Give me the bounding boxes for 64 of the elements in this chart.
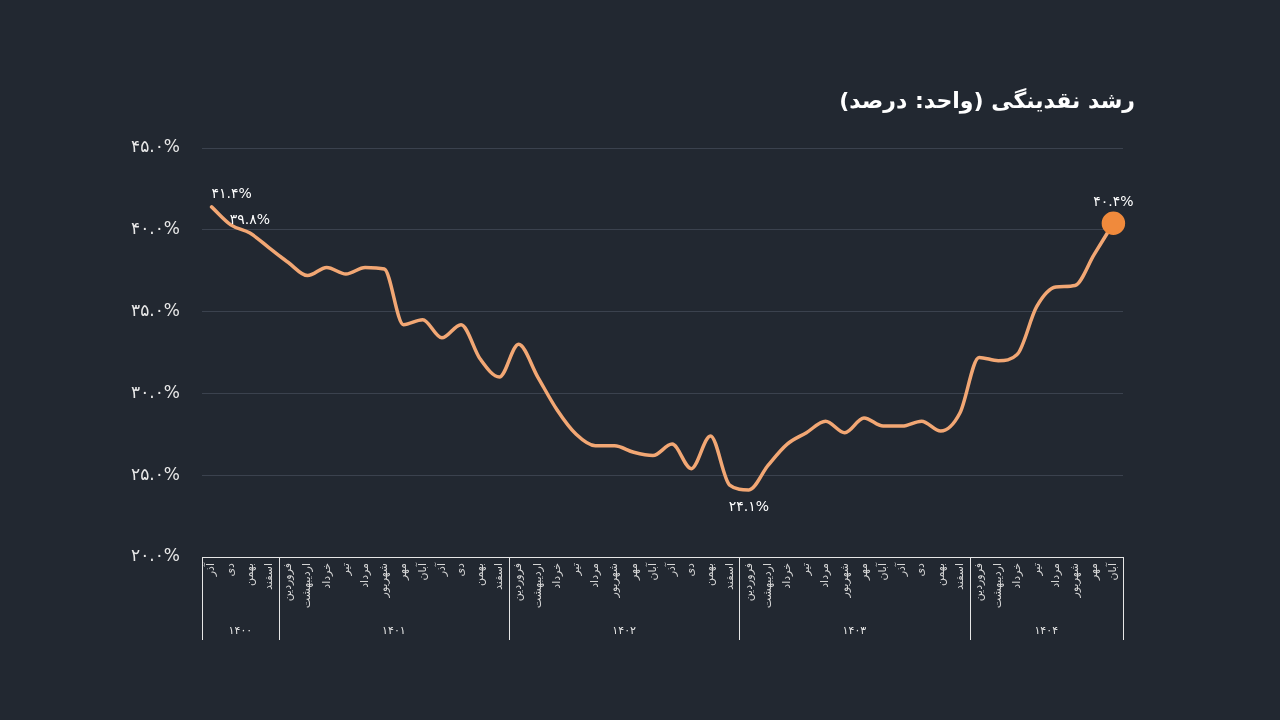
text: ۱۴۰۱ <box>382 623 406 637</box>
x-tick-label: شهریور <box>837 563 851 599</box>
y-tick-label: ۳۵.۰% <box>131 300 180 321</box>
x-tick-label: فروردین <box>741 563 755 602</box>
x-tick-label: اسفند <box>722 563 736 590</box>
x-tick-label: مرداد <box>588 562 602 588</box>
x-tick-label: مهر <box>626 562 640 582</box>
y-tick-label: ۳۰.۰% <box>131 381 180 402</box>
data-label: ۳۹.۸% <box>229 210 271 227</box>
x-tick-label: مهر <box>1087 562 1101 582</box>
x-tick-label: دی <box>684 562 698 577</box>
x-tick-label: مهر <box>396 562 410 582</box>
data-label: ۴۱.۴% <box>211 184 252 201</box>
data-label: ۴۰.۴% <box>1093 192 1134 209</box>
y-tick-label: ۴۵.۰% <box>131 136 180 157</box>
x-tick-label: دی <box>223 562 237 577</box>
x-tick-label: شهریور <box>607 563 621 599</box>
y-tick-label: ۲۰.۰% <box>131 545 180 566</box>
x-tick-label: مرداد <box>357 562 371 588</box>
x-tick-label: شهریور <box>377 563 391 599</box>
x-tick-label: مرداد <box>1048 562 1062 588</box>
x-tick-label: اردیبهشت <box>991 563 1005 609</box>
x-tick-label: خرداد <box>549 563 563 589</box>
chart-title: رشد نقدینگی (واحد: درصد) <box>839 88 1135 113</box>
data-label: ۲۴.۱% <box>728 497 769 514</box>
x-tick-label: خرداد <box>780 563 794 589</box>
x-tick-label: خرداد <box>319 563 333 589</box>
x-tick-label: آبان <box>644 562 659 581</box>
x-tick-label: اردیبهشت <box>530 563 544 609</box>
text: ۱۴۰۰ <box>228 623 253 637</box>
x-tick-label: تیر <box>569 563 583 577</box>
x-tick-label: آبان <box>414 562 429 581</box>
x-tick-label: بهمن <box>242 563 256 586</box>
x-tick-label: آبان <box>875 562 890 581</box>
y-tick-label: ۲۵.۰% <box>131 463 180 484</box>
x-tick-label: اسفند <box>262 563 276 590</box>
x-tick-label: آذر <box>894 562 909 578</box>
x-tick-label: شهریور <box>1067 563 1081 599</box>
x-tick-label: فروردین <box>511 563 525 602</box>
x-tick-label: آذر <box>433 562 448 578</box>
x-tick-label: مرداد <box>818 562 832 588</box>
x-tick-label: فروردین <box>971 563 985 602</box>
text: ۱۴۰۴ <box>1034 623 1059 637</box>
x-tick-label: دی <box>453 562 467 577</box>
x-tick-label: اردیبهشت <box>300 563 314 609</box>
x-tick-label: آذر <box>663 562 678 578</box>
x-tick-label: تیر <box>799 563 813 577</box>
x-tick-label: تیر <box>1029 563 1043 577</box>
x-tick-label: اسفند <box>492 563 506 590</box>
x-tick-label: بهمن <box>473 563 487 586</box>
x-tick-label: اسفند <box>952 563 966 590</box>
x-tick-label: خرداد <box>1010 563 1024 589</box>
x-tick-label: تیر <box>338 563 352 577</box>
x-tick-label: بهمن <box>703 563 717 586</box>
x-tick-label: آذر <box>203 562 218 578</box>
x-tick-label: بهمن <box>933 563 947 586</box>
y-tick-label: ۴۰.۰% <box>131 218 180 239</box>
x-tick-label: فروردین <box>281 563 295 602</box>
text: ۱۴۰۳ <box>842 623 867 637</box>
x-tick-label: دی <box>914 562 928 577</box>
x-tick-label: آبان <box>1105 562 1120 581</box>
text: ۱۴۰۲ <box>612 623 637 637</box>
x-tick-label: اردیبهشت <box>760 563 774 609</box>
x-tick-label: مهر <box>856 562 870 582</box>
